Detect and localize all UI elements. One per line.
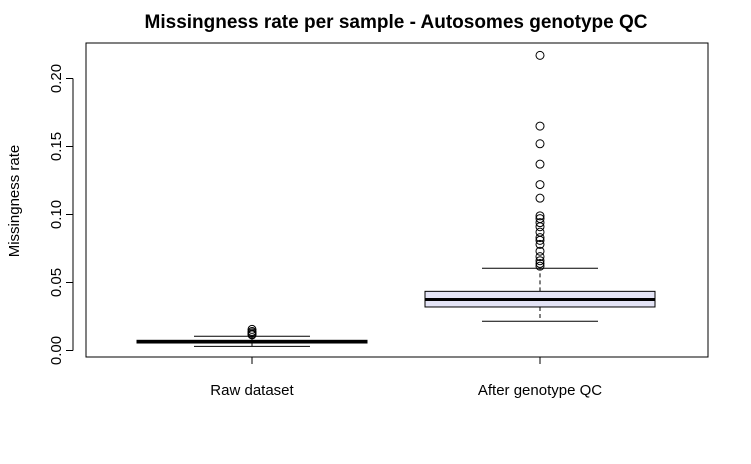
outlier-point <box>535 218 545 228</box>
outlier-point <box>535 159 545 169</box>
outlier-point <box>535 233 545 243</box>
outlier-point <box>535 252 545 262</box>
y-tick-label: 0.10 <box>48 200 65 229</box>
x-tick-label: Raw dataset <box>210 382 294 399</box>
y-tick-label: 0.05 <box>48 268 65 297</box>
outlier-point <box>535 180 545 190</box>
outlier-point <box>535 258 545 268</box>
outlier-point <box>535 227 545 237</box>
chart-title: Missingness rate per sample - Autosomes … <box>145 12 648 33</box>
box-group <box>424 50 656 322</box>
plot-frame <box>85 42 709 358</box>
box-group <box>136 324 368 347</box>
outlier-point <box>247 324 257 334</box>
x-axis: Raw dataset After genotype QC <box>210 357 602 399</box>
outlier-point <box>535 239 545 249</box>
y-tick-label: 0.00 <box>48 336 65 365</box>
y-tick-label: 0.15 <box>48 132 65 161</box>
outlier-point <box>535 261 545 271</box>
outlier-point <box>535 139 545 149</box>
outlier-point <box>535 256 545 266</box>
y-tick-label: 0.20 <box>48 64 65 93</box>
x-tick-label: After genotype QC <box>478 382 602 399</box>
outlier-point <box>535 214 545 224</box>
y-axis-label: Missingness rate <box>6 145 23 258</box>
boxes-layer <box>136 50 656 347</box>
outlier-point <box>535 121 545 131</box>
outlier-point <box>535 50 545 60</box>
outlier-point <box>535 246 545 256</box>
y-axis: 0.00 0.05 0.10 0.15 0.20 <box>48 64 74 365</box>
outlier-point <box>535 193 545 203</box>
outlier-point <box>535 211 545 221</box>
